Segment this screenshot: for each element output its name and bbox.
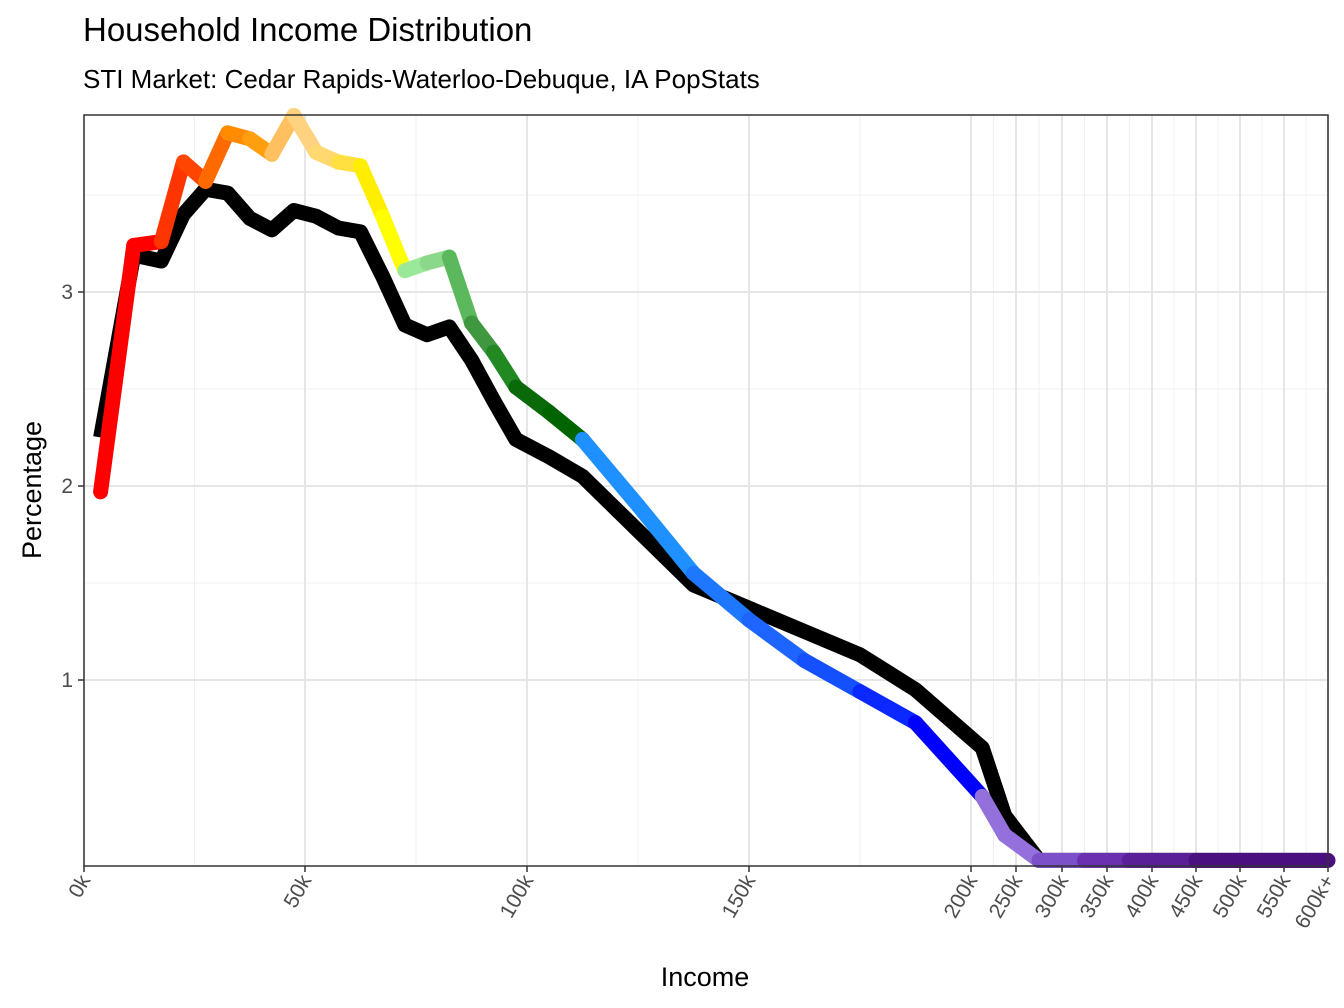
series-segment — [375, 208, 413, 279]
series-segment — [852, 684, 923, 731]
series-segment — [630, 497, 701, 581]
x-tick-label: 350k — [1076, 871, 1119, 922]
x-tick-label: 50k — [279, 871, 316, 912]
series-line-black — [93, 181, 1328, 868]
series-segment — [353, 158, 391, 224]
series-segment — [741, 612, 812, 669]
y-tick-label: 3 — [61, 281, 73, 304]
x-tick-label: 600k+ — [1291, 871, 1340, 933]
x-tick-label: 300k — [1031, 871, 1074, 922]
x-tick-label: 250k — [985, 871, 1028, 922]
x-tick-label: 150k — [718, 871, 761, 922]
grid — [83, 115, 1329, 866]
x-tick-label: 200k — [940, 871, 983, 922]
y-tick-label: 2 — [61, 475, 73, 498]
y-axis-ticks: 1 2 3 — [61, 281, 84, 692]
series-segment — [441, 249, 479, 331]
plot-background — [84, 115, 1328, 866]
x-tick-label: 100k — [496, 871, 539, 922]
x-tick-label: 550k — [1253, 871, 1296, 922]
plot-frame — [83, 114, 1329, 867]
plot-border — [83, 114, 1329, 867]
x-axis-ticks: 0k 50k 100k 150k 200k 250k 300k 350k 400k 450k 500… — [64, 866, 1339, 933]
series-segment — [908, 715, 990, 804]
x-tick-label: 500k — [1209, 871, 1252, 922]
y-tick-label: 1 — [61, 669, 73, 692]
series-segment — [153, 154, 191, 250]
chart-title: Household Income Distribution — [83, 11, 533, 48]
chart-subtitle: STI Market: Cedar Rapids-Waterloo-Debuqu… — [83, 64, 760, 94]
x-tick-label: 450k — [1165, 871, 1208, 922]
series-segment — [575, 431, 646, 513]
series-segment — [686, 565, 757, 628]
series-segment — [797, 653, 868, 700]
series-segment — [93, 237, 142, 500]
x-axis-title: Income — [661, 962, 750, 992]
series-segment — [198, 125, 236, 189]
y-axis-title: Percentage — [17, 421, 47, 559]
x-tick-label: 400k — [1121, 871, 1164, 922]
x-tick-label: 0k — [64, 871, 95, 902]
series-lines — [93, 107, 1336, 868]
